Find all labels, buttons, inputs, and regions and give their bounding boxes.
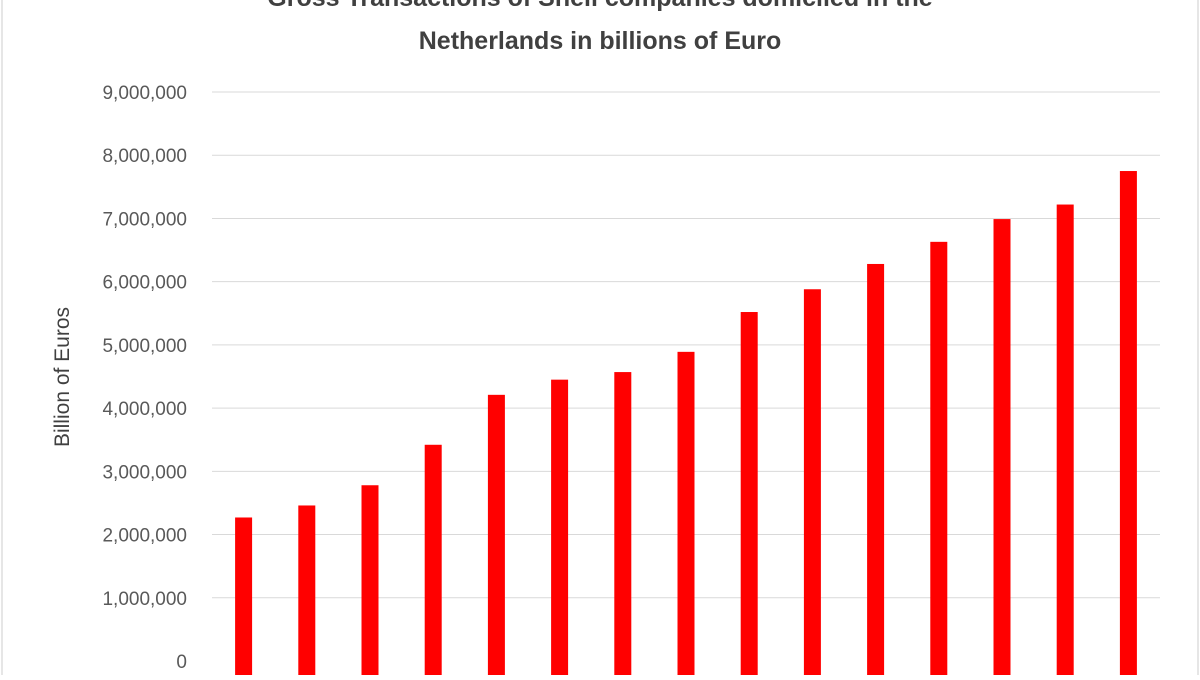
- bar: [235, 517, 253, 675]
- bar: [614, 372, 632, 675]
- y-axis-label: Billion of Euros: [51, 307, 74, 447]
- y-tick-label: 4,000,000: [102, 399, 187, 420]
- bar: [1119, 171, 1137, 675]
- bar: [361, 485, 379, 675]
- y-tick-label: 7,000,000: [102, 209, 187, 230]
- bar: [487, 394, 505, 675]
- y-tick-label: 1,000,000: [102, 589, 187, 610]
- bar: [424, 444, 442, 675]
- y-tick-label: 0: [176, 652, 187, 673]
- y-tick-label: 5,000,000: [102, 336, 187, 357]
- bar: [867, 263, 885, 675]
- bar: [551, 379, 569, 675]
- chart-title-line-1: Gross Transactions of Shell companies do…: [267, 0, 933, 12]
- chart-title-line-2: Netherlands in billions of Euro: [419, 27, 782, 55]
- bar: [930, 241, 948, 675]
- y-tick-label: 8,000,000: [102, 146, 187, 167]
- y-tick-label: 3,000,000: [102, 462, 187, 483]
- y-tick-label: 2,000,000: [102, 526, 187, 547]
- bars: [235, 171, 1137, 675]
- y-tick-label: 6,000,000: [102, 273, 187, 294]
- bar: [740, 312, 758, 675]
- bar: [1056, 204, 1074, 675]
- y-tick-label: 9,000,000: [102, 83, 187, 104]
- bar: [677, 351, 695, 675]
- bar: [298, 505, 316, 675]
- bar: [803, 289, 821, 675]
- bar: [993, 219, 1011, 675]
- y-axis-tick-labels: 0 1,000,000 2,000,000 3,000,000 4,000,000 5,0…: [102, 83, 187, 673]
